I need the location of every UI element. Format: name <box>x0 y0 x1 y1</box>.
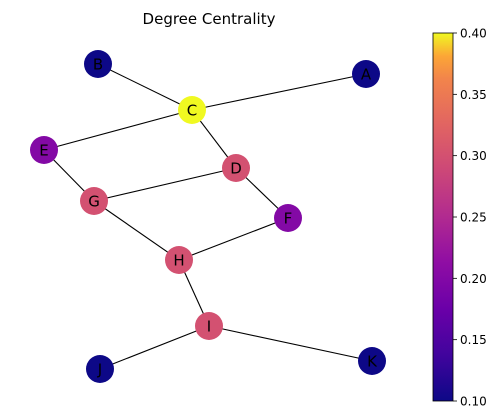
node-J[interactable]: J <box>86 355 114 383</box>
colorbar-gradient <box>432 32 454 402</box>
node-K-circle[interactable] <box>358 347 386 375</box>
node-H-label: H <box>173 252 184 270</box>
chart-title: Degree Centrality <box>143 10 276 28</box>
node-E-circle[interactable] <box>30 136 58 164</box>
colorbar: 0.10 0.15 0.20 0.25 0.30 0.35 0.40 <box>432 27 487 409</box>
edge-G-H <box>93 200 180 261</box>
node-K-label: K <box>367 353 378 371</box>
edge-C-E <box>43 109 193 151</box>
node-D-label: D <box>230 160 242 178</box>
node-I[interactable]: I <box>195 312 223 340</box>
edge-H-F <box>178 217 289 261</box>
node-B-label: B <box>93 56 103 74</box>
node-A-circle[interactable] <box>352 60 380 88</box>
node-E[interactable]: E <box>30 136 58 164</box>
nodes-layer: A B C D E F G H I J K <box>30 50 386 383</box>
node-E-label: E <box>39 142 48 160</box>
node-A-label: A <box>361 66 372 84</box>
colorbar-tick-label-0: 0.10 <box>460 395 487 409</box>
node-I-label: I <box>207 318 211 336</box>
node-F-circle[interactable] <box>274 204 302 232</box>
colorbar-tick-label-6: 0.40 <box>460 27 487 41</box>
node-H[interactable]: H <box>165 246 193 274</box>
node-G-circle[interactable] <box>80 187 108 215</box>
colorbar-ticks: 0.10 0.15 0.20 0.25 0.30 0.35 0.40 <box>453 27 487 409</box>
node-B[interactable]: B <box>84 50 112 78</box>
node-F-label: F <box>284 210 293 228</box>
node-J-label: J <box>97 361 102 379</box>
node-A[interactable]: A <box>352 60 380 88</box>
colorbar-tick-label-1: 0.15 <box>460 333 487 347</box>
colorbar-tick-label-4: 0.30 <box>460 149 487 163</box>
node-D[interactable]: D <box>222 154 250 182</box>
node-B-circle[interactable] <box>84 50 112 78</box>
edge-I-J <box>99 325 210 370</box>
node-C[interactable]: C <box>178 96 206 124</box>
colorbar-tick-label-3: 0.25 <box>460 211 487 225</box>
node-C-circle[interactable] <box>178 96 206 124</box>
edge-G-D <box>93 167 237 202</box>
node-J-circle[interactable] <box>86 355 114 383</box>
node-F[interactable]: F <box>274 204 302 232</box>
node-K[interactable]: K <box>358 347 386 375</box>
edge-B-C <box>97 63 193 111</box>
node-H-circle[interactable] <box>165 246 193 274</box>
colorbar-tick-label-2: 0.20 <box>460 272 487 286</box>
node-I-circle[interactable] <box>195 312 223 340</box>
node-G-label: G <box>88 193 100 211</box>
colorbar-tick-label-5: 0.35 <box>460 88 487 102</box>
node-G[interactable]: G <box>80 187 108 215</box>
node-D-circle[interactable] <box>222 154 250 182</box>
edge-I-K <box>208 325 373 362</box>
edge-C-A <box>191 73 367 111</box>
node-C-label: C <box>187 102 197 120</box>
